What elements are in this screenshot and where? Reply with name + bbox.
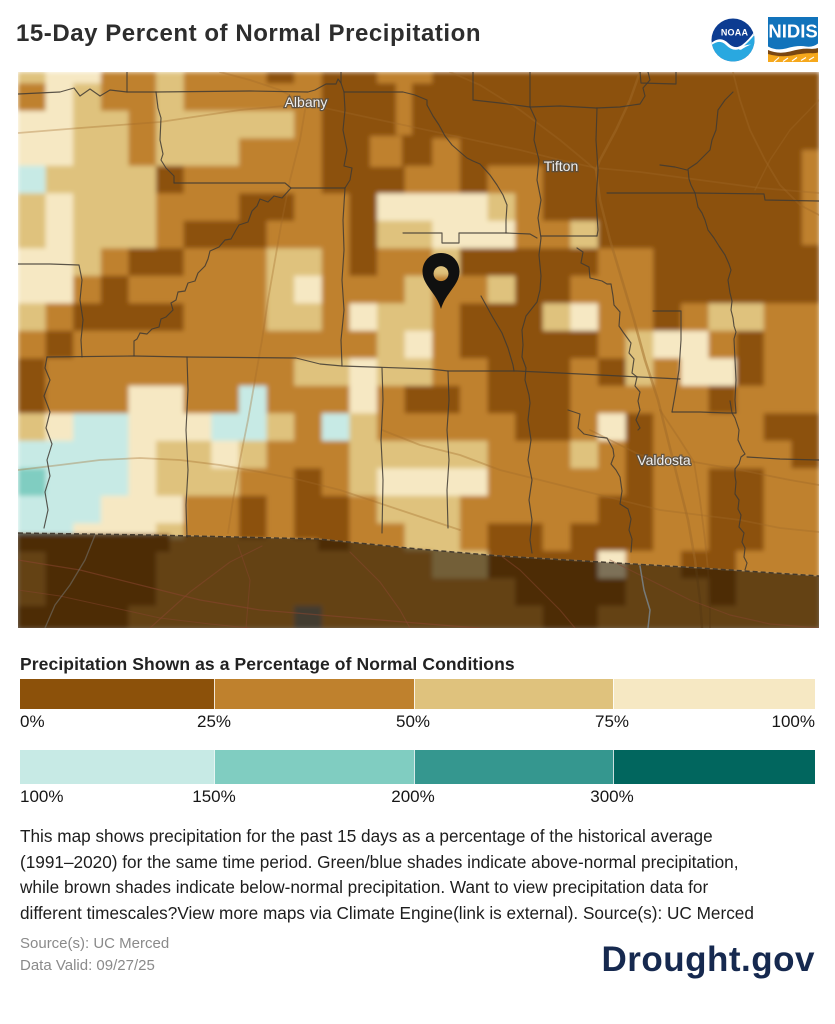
svg-text:NIDIS: NIDIS	[768, 21, 817, 42]
svg-text:Albany: Albany	[285, 94, 328, 110]
svg-text:Tifton: Tifton	[544, 158, 579, 174]
svg-text:NOAA: NOAA	[721, 28, 749, 38]
svg-text:Valdosta: Valdosta	[637, 452, 691, 468]
